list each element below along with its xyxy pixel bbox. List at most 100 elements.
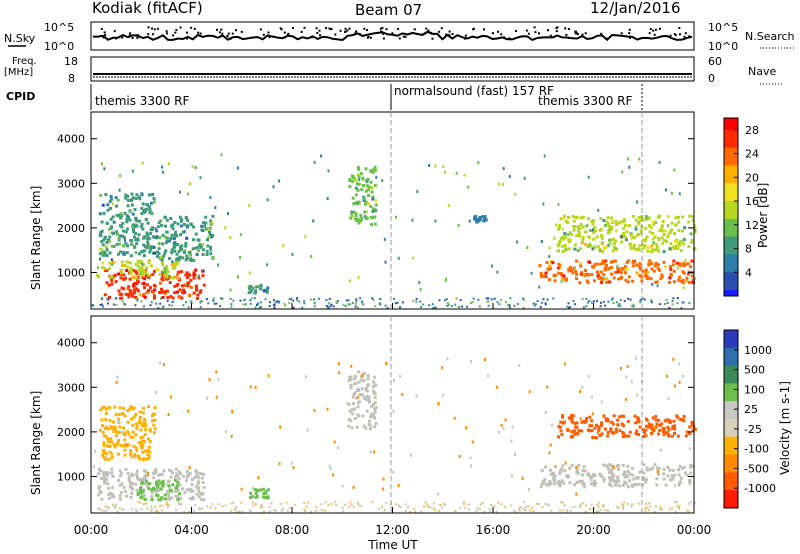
scatter-cell [104,411,108,415]
noise-cell [616,506,619,508]
scatter-cell [573,243,577,247]
speckle-cell [575,465,578,469]
scatter-cell [631,214,635,218]
colorbar-swatch [724,260,738,267]
scatter-cell [164,235,168,239]
speckle-cell [197,471,200,475]
nsky-point [344,31,346,33]
scatter-cell [592,231,596,235]
scatter-cell [142,440,146,443]
scatter-cell [560,433,564,437]
scatter-cell [165,289,169,293]
scatter-cell [575,234,579,237]
scatter-cell [609,468,613,472]
scatter-cell [207,227,211,231]
scatter-cell [136,275,140,279]
scatter-cell [647,224,651,228]
scatter-cell [177,470,181,474]
nsky-point [329,28,332,30]
scatter-cell [599,270,603,274]
noise-cell [476,507,479,510]
scatter-cell [249,285,253,288]
noise-cell [516,303,519,305]
noise-cell [155,302,158,305]
scatter-cell [164,224,167,228]
scatter-cell [153,288,157,292]
scatter-cell [667,232,671,236]
noise-cell [347,299,350,302]
scatter-cell [104,457,108,461]
noise-cell [298,300,301,303]
scatter-cell [609,484,613,488]
scatter-cell [103,236,107,240]
scatter-cell [684,279,688,283]
scatter-cell [145,484,149,488]
noise-cell [348,505,351,508]
scatter-cell [590,419,594,423]
scatter-cell [682,264,686,268]
scatter-cell [657,432,661,436]
scatter-cell [367,194,370,197]
nsky-point [272,35,275,38]
scatter-cell [587,217,590,221]
speckle-cell [306,428,309,432]
scatter-cell [107,493,111,496]
scatter-cell [356,405,360,409]
scatter-cell [154,483,158,487]
speckle-cell [553,236,556,240]
scatter-cell [124,489,127,493]
scatter-cell [138,293,142,297]
speckle-cell [629,245,632,249]
noise-cell [249,299,252,302]
scatter-cell [122,244,125,248]
scatter-cell [106,208,110,212]
scatter-cell [134,422,138,426]
scatter-cell [107,457,111,461]
noise-cell [243,298,246,301]
scatter-cell [120,286,124,290]
scatter-cell [368,419,371,423]
noise-cell [142,503,145,506]
scatter-cell [123,211,127,215]
scatter-cell [134,433,138,437]
noise-cell [150,301,153,304]
nsky-point [515,30,517,32]
scatter-cell [644,480,648,484]
scatter-cell [573,432,577,436]
scatter-cell [633,414,637,418]
scatter-cell [607,224,611,228]
scatter-cell [654,418,658,422]
scatter-cell [192,276,196,280]
scatter-cell [147,275,151,279]
speckle-cell [548,255,551,258]
scatter-cell [368,400,372,404]
noise-cell [470,301,472,304]
scatter-cell [98,490,102,493]
noise-cell [211,503,214,506]
speckle-cell [352,485,355,489]
noise-cell [230,509,233,512]
nsky-point [653,33,656,36]
scatter-cell [559,272,563,275]
scatter-cell [142,243,146,247]
scatter-cell [157,489,161,493]
scatter-cell [638,244,642,248]
speckle-cell [496,270,499,274]
x-tick-label: 04:00 [174,523,209,537]
scatter-cell [172,262,176,266]
scatter-cell [571,214,575,218]
scatter-cell [137,441,141,445]
scatter-cell [138,410,142,414]
scatter-cell [123,264,127,267]
noise-cell [442,502,445,505]
scatter-cell [195,492,199,496]
nsky-point [363,27,366,30]
colorbar-tick-label: 4 [745,266,752,279]
noise-cell [384,304,387,307]
scatter-cell [623,472,627,476]
noise-cell [256,303,258,306]
scatter-cell [679,239,683,243]
colorbar-swatch [724,212,738,220]
scatter-cell [567,240,571,244]
noise-cell [118,507,121,510]
